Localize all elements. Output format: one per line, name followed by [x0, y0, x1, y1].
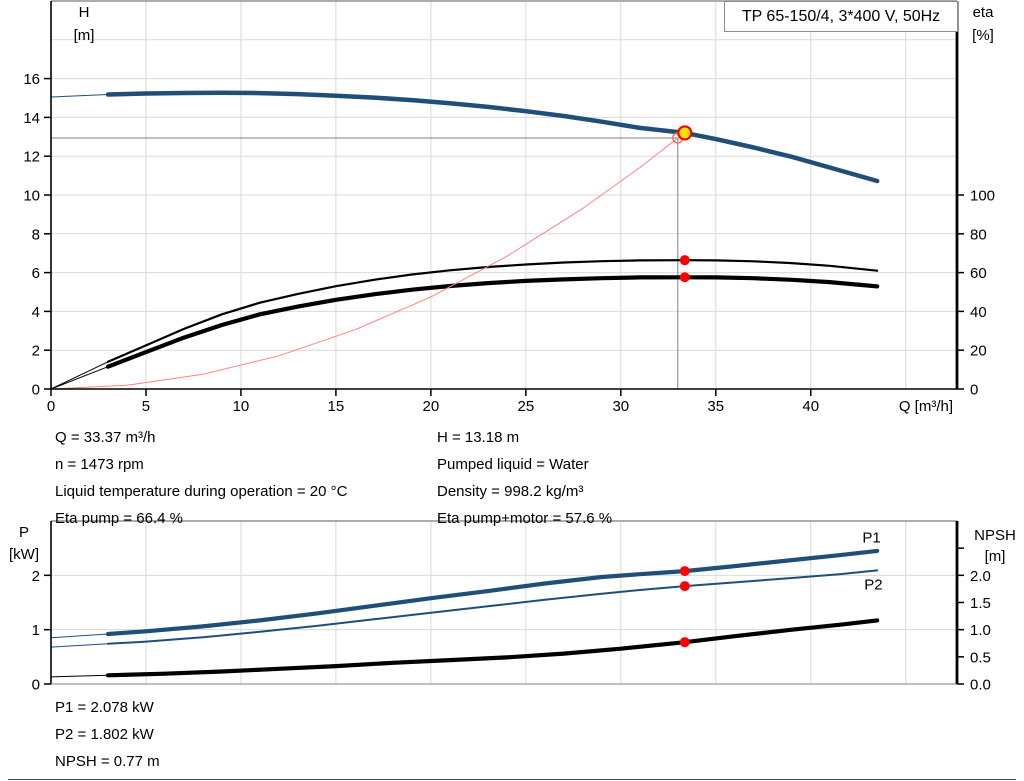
pump-title-box: TP 65-150/4, 3*400 V, 50Hz: [724, 1, 958, 32]
npsh-duty-point: [679, 637, 690, 648]
svg-text:1.0: 1.0: [970, 622, 991, 639]
svg-text:NPSH: NPSH: [974, 527, 1016, 544]
svg-text:8: 8: [32, 226, 40, 243]
op-eta-pump-motor-value: Eta pump+motor = 57.6 %: [437, 510, 613, 527]
svg-text:20: 20: [970, 343, 987, 360]
op-speed-value: n = 1473 rpm: [55, 456, 144, 473]
tick-labels: 0 1 2 0.0 0.5 1.0 1.5 2.0: [32, 547, 991, 694]
svg-text:0: 0: [32, 382, 40, 399]
svg-text:10: 10: [233, 398, 250, 415]
op-head-value: H = 13.18 m: [437, 429, 520, 446]
gridlines: [51, 1, 957, 389]
svg-text:0: 0: [32, 677, 40, 694]
svg-text:eta: eta: [973, 4, 995, 21]
svg-text:P: P: [19, 524, 29, 541]
chart-top: 0 5 10 15 20 25 30 35 40 0 2 4 6 8 10 12 14 16 0 20 40 60 80 10…: [23, 0, 995, 415]
svg-text:20: 20: [423, 398, 440, 415]
svg-text:[m]: [m]: [985, 548, 1006, 565]
op-density-value: Density = 998.2 kg/m³: [437, 483, 584, 500]
svg-text:6: 6: [32, 265, 40, 282]
svg-text:35: 35: [707, 398, 724, 415]
p2-duty-point: [679, 581, 690, 592]
svg-text:1.5: 1.5: [970, 595, 991, 612]
svg-text:[%]: [%]: [972, 27, 994, 44]
op-liquid-temperature-value: Liquid temperature during operation = 20…: [55, 483, 348, 500]
duty-crosshair: [51, 137, 679, 389]
svg-text:0.0: 0.0: [970, 677, 991, 694]
npsh-curve: [50, 618, 880, 678]
system-curve: [50, 130, 690, 390]
svg-text:2.0: 2.0: [970, 568, 991, 585]
svg-text:[kW]: [kW]: [9, 546, 39, 563]
svg-text:40: 40: [802, 398, 819, 415]
p1-duty-point: [679, 566, 690, 577]
qh-curve: [50, 90, 880, 184]
eta-pump-curve: [50, 259, 879, 390]
p2-curve-label: P2: [864, 576, 882, 593]
svg-text:25: 25: [517, 398, 534, 415]
svg-text:2: 2: [32, 343, 40, 360]
p1-curve: P1: [50, 530, 881, 639]
power-results-block: P1 = 2.078 kW P2 = 1.802 kW NPSH = 0.77 …: [55, 694, 160, 775]
svg-text:16: 16: [23, 71, 40, 88]
svg-text:40: 40: [970, 304, 987, 321]
svg-text:12: 12: [23, 149, 40, 166]
p1-curve-label: P1: [862, 530, 880, 547]
svg-text:4: 4: [32, 304, 40, 321]
operating-point-left-column: Q = 33.37 m³/h n = 1473 rpm Liquid tempe…: [55, 424, 347, 532]
svg-text:60: 60: [970, 265, 987, 282]
tick-labels: 0 5 10 15 20 25 30 35 40 0 2 4 6 8 10 12 14 16 0 20 40 60 80 10…: [23, 71, 995, 415]
svg-text:5: 5: [142, 398, 150, 415]
axis-titles: H [m] eta [%] Q [m³/h]: [74, 4, 995, 415]
svg-text:Q [m³/h]: Q [m³/h]: [899, 398, 953, 415]
svg-text:10: 10: [23, 188, 40, 205]
pump-title-label: TP 65-150/4, 3*400 V, 50Hz: [741, 7, 941, 25]
svg-text:0: 0: [970, 382, 978, 399]
svg-text:80: 80: [970, 226, 987, 243]
op-flow-value: Q = 33.37 m³/h: [55, 429, 156, 446]
svg-text:2: 2: [32, 568, 40, 585]
svg-text:H: H: [79, 4, 90, 21]
eta-pump-duty-point: [679, 255, 690, 266]
duty-markers: [679, 566, 690, 648]
svg-text:15: 15: [328, 398, 345, 415]
op-eta-pump-value: Eta pump = 66.4 %: [55, 510, 183, 527]
axis-titles: P [kW] NPSH [m]: [9, 524, 1016, 565]
result-p1-value: P1 = 2.078 kW: [55, 699, 154, 716]
eta-pump-motor-duty-point: [679, 272, 690, 283]
result-npsh-value: NPSH = 0.77 m: [55, 753, 160, 770]
svg-text:1: 1: [32, 622, 40, 639]
svg-text:30: 30: [612, 398, 629, 415]
svg-text:[m]: [m]: [74, 27, 95, 44]
op-pumped-liquid-value: Pumped liquid = Water: [437, 456, 589, 473]
svg-text:100: 100: [970, 188, 995, 205]
svg-text:14: 14: [23, 110, 40, 127]
chart-bottom: P1 P2 0 1 2 0.0 0.5 1.0 1.5 2.0 P [kW] NPSH [m]: [9, 520, 1016, 694]
eta-pump-motor-curve: [50, 275, 880, 390]
operating-point-right-column: H = 13.18 m Pumped liquid = Water Densit…: [437, 424, 612, 532]
p2-curve: P2: [50, 569, 883, 648]
duty-point: [677, 125, 693, 141]
svg-text:0: 0: [47, 398, 55, 415]
svg-text:0.5: 0.5: [970, 649, 991, 666]
result-p2-value: P2 = 1.802 kW: [55, 726, 154, 743]
duty-markers: [672, 125, 693, 283]
